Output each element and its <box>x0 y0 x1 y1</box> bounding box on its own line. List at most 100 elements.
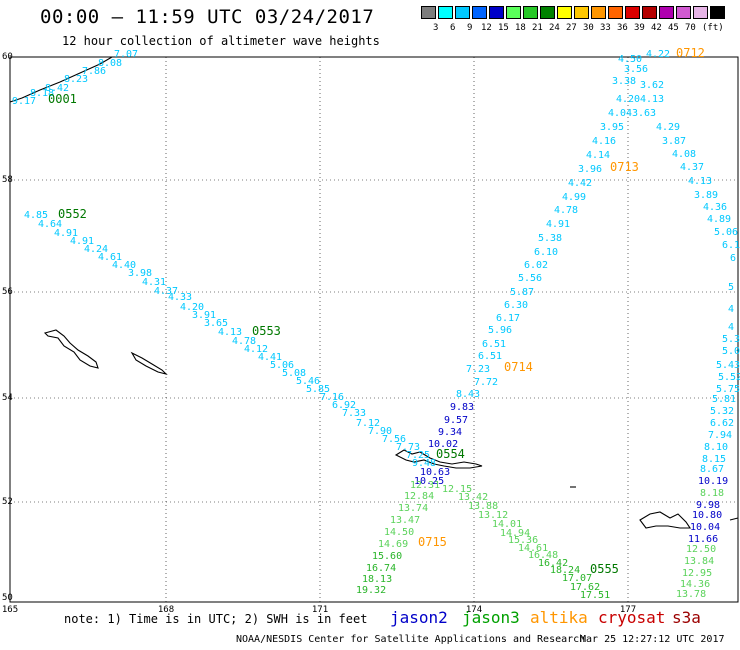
swh-value: 13.84 <box>684 556 714 567</box>
swh-value: 6.1 <box>722 240 740 251</box>
swh-value: 3.62 <box>640 80 664 91</box>
swh-value: 7.56 <box>382 434 406 445</box>
swh-value: 14.61 <box>518 543 548 554</box>
buldir-coast <box>729 517 739 521</box>
satellite-jason2: jason2 <box>390 608 448 627</box>
swh-value: 8.15 <box>702 454 726 465</box>
colorbar-label: 15 <box>498 23 509 33</box>
swh-value: 18.13 <box>362 574 392 585</box>
swh-value: 9.34 <box>438 427 462 438</box>
swh-value: 3.89 <box>694 190 718 201</box>
swh-value: 5.87 <box>510 287 534 298</box>
colorbar-label: 3 <box>433 23 439 33</box>
swh-value: 4.37 <box>680 162 704 173</box>
swh-value: 5 <box>728 282 734 293</box>
colorbar-swatch <box>421 6 436 19</box>
swh-value: 3.96 <box>578 164 602 175</box>
swh-value: 4.89 <box>707 214 731 225</box>
lat-label: 54 <box>2 393 13 403</box>
swh-value: 4.20 <box>180 302 204 313</box>
swh-value: 7.72 <box>474 377 498 388</box>
track-0555: 12.1513.4213.8813.1214.0114.9415.3614.61… <box>442 484 558 561</box>
colorbar-label: 18 <box>515 23 526 33</box>
lat-label: 56 <box>2 287 13 297</box>
swh-value: 4.12 <box>244 344 268 355</box>
swh-value: 4.33 <box>168 292 192 303</box>
swh-value: 6.62 <box>710 418 734 429</box>
swh-value: 3.87 <box>662 136 686 147</box>
axis-labels: 165 168 171 174 177 60 58 56 54 52 50 <box>2 52 636 615</box>
colorbar-swatch <box>710 6 725 19</box>
swh-value: 7.12 <box>356 418 380 429</box>
pass-times: 0001 0552 0553 0554 0555 0712 0713 0714 0715 <box>48 46 705 576</box>
swh-value: 9.98 <box>696 500 720 511</box>
colorbar-label: 21 <box>532 23 543 33</box>
swh-value: 7.73 <box>396 442 420 453</box>
swh-value: 4.04 <box>608 108 632 119</box>
swh-value: 4.37 <box>154 286 178 297</box>
swh-value: 17.51 <box>580 590 610 601</box>
swh-value: 4.13 <box>688 176 712 187</box>
swh-value: 7.16 <box>320 392 344 403</box>
kamchatka-coast <box>9 56 113 103</box>
swh-value: 6.10 <box>534 247 558 258</box>
swh-value: 4.36 <box>703 202 727 213</box>
swh-value: 16.42 <box>538 558 568 569</box>
lat-label: 52 <box>2 497 13 507</box>
swh-value: 14.94 <box>500 528 530 539</box>
colorbar-swatch <box>574 6 589 19</box>
swh-value: 5.43 <box>716 360 740 371</box>
swh-value: 4.78 <box>232 336 256 347</box>
swh-value: 13.74 <box>398 503 428 514</box>
colorbar-label: 12 <box>481 23 492 33</box>
medny-island-coast <box>130 351 168 376</box>
swh-value: 15.60 <box>372 551 402 562</box>
colorbar-swatch <box>472 6 487 19</box>
colorbar-swatch <box>455 6 470 19</box>
swh-value: 9.83 <box>450 402 474 413</box>
colorbar-label: 6 <box>450 23 456 33</box>
colorbar-swatch <box>540 6 555 19</box>
track-0552-0554: 4.854.644.914.914.244.614.403.984.314.37… <box>24 210 436 469</box>
swh-value: 4.91 <box>54 228 78 239</box>
swh-value: 4 <box>728 304 734 315</box>
swh-value: 15.36 <box>508 535 538 546</box>
swh-value: 8.10 <box>704 442 728 453</box>
swh-value: 4.29 <box>656 122 680 133</box>
swh-value: 5.52 <box>718 372 740 383</box>
swh-value: 8.42 <box>45 83 69 94</box>
swh-value: 4.20 <box>616 94 640 105</box>
swh-value: 4.91 <box>70 236 94 247</box>
swh-value: 4.91 <box>546 219 570 230</box>
swh-value: 7.33 <box>342 408 366 419</box>
swh-value: 5.06 <box>270 360 294 371</box>
swh-value: 4.40 <box>112 260 136 271</box>
colorbar-swatch <box>608 6 623 19</box>
swh-value: 13.42 <box>458 492 488 503</box>
coastlines <box>9 56 739 529</box>
swh-value: 19.32 <box>356 585 386 596</box>
swh-value: 4.64 <box>38 219 62 230</box>
map-title: 00:00 – 11:59 UTC 03/24/2017 <box>40 6 375 28</box>
swh-value: 4.31 <box>142 277 166 288</box>
colorbar-label: 42 <box>651 23 662 33</box>
swh-value: 4.16 <box>592 136 616 147</box>
pass-time-label: 0553 <box>252 324 281 338</box>
swh-value: 5.56 <box>518 273 542 284</box>
swh-value: 8.08 <box>98 58 122 69</box>
swh-value: 4.50 <box>618 54 642 65</box>
swh-value: 4 <box>728 322 734 333</box>
swh-value: 4.13 <box>218 327 242 338</box>
swh-value: 9.57 <box>444 415 468 426</box>
swh-value: 3.38 <box>612 76 636 87</box>
swh-value: 4.99 <box>562 192 586 203</box>
swh-value: 5.96 <box>488 325 512 336</box>
swh-value: 5.32 <box>710 406 734 417</box>
colorbar-swatch <box>506 6 521 19</box>
swh-value: 6.17 <box>496 313 520 324</box>
swh-value: 16.74 <box>366 563 396 574</box>
swh-value: 12.84 <box>404 491 434 502</box>
pass-time-label: 0715 <box>418 535 447 549</box>
